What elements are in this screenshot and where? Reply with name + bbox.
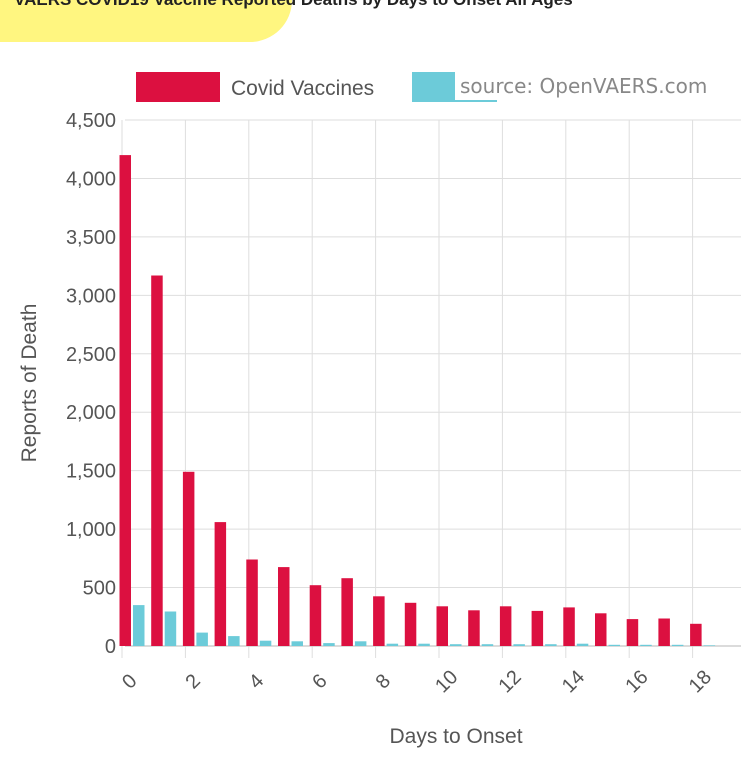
bar-covid-vaccines[interactable]: [278, 567, 290, 646]
bar-source[interactable]: [386, 643, 399, 646]
bar-covid-vaccines[interactable]: [246, 559, 258, 647]
y-tick-label: 1,500: [66, 461, 116, 483]
y-tick-label: 4,500: [66, 110, 116, 132]
bar-source[interactable]: [640, 644, 652, 646]
y-tick-labels: 0 500 1,000 1,500 2,000 2,500 3,000 3,500 4,000 4…: [66, 110, 116, 658]
y-tick-label: 2,500: [66, 344, 116, 366]
bar-source[interactable]: [513, 644, 525, 646]
bar-covid-vaccines[interactable]: [436, 606, 449, 646]
bar-covid-vaccines[interactable]: [373, 596, 385, 646]
bar-source[interactable]: [481, 644, 494, 646]
x-tick-label: 4: [245, 670, 268, 693]
bar-source[interactable]: [259, 640, 272, 646]
y-tick-label: 1,000: [66, 519, 116, 541]
bar-source[interactable]: [576, 643, 589, 646]
x-tick-label: 0: [118, 670, 141, 693]
x-tick-label: 8: [372, 670, 395, 693]
bar-covid-vaccines[interactable]: [214, 522, 227, 646]
bar-covid-vaccines[interactable]: [468, 610, 480, 646]
bar-covid-vaccines[interactable]: [151, 275, 163, 647]
legend-label-source: source: OpenVAERS.com: [460, 74, 707, 98]
bar-covid-vaccines[interactable]: [499, 606, 512, 646]
bar-source[interactable]: [291, 641, 304, 646]
bar-source[interactable]: [608, 644, 621, 646]
bar-covid-vaccines[interactable]: [182, 471, 195, 646]
legend-label-covid-vaccines: Covid Vaccines: [231, 77, 374, 100]
y-axis-title: Reports of Death: [18, 304, 41, 463]
legend-swatch-covid-vaccines[interactable]: [136, 72, 220, 102]
y-tick-label: 2,000: [66, 402, 116, 424]
x-tick-labels: 0 2 4 6 8 10 12 14 16 18: [118, 666, 716, 697]
x-tick-label: 2: [181, 670, 204, 693]
bar-source[interactable]: [450, 644, 462, 646]
y-tick-label: 3,500: [66, 227, 116, 249]
y-tick-label: 0: [105, 636, 116, 658]
bar-covid-vaccines[interactable]: [690, 623, 702, 646]
bar-covid-vaccines[interactable]: [595, 613, 607, 646]
x-tick-label: 18: [685, 666, 716, 697]
legend-swatch-source[interactable]: [412, 72, 455, 102]
bar-covid-vaccines[interactable]: [404, 602, 417, 646]
bars: [119, 155, 716, 647]
x-tick-label: 10: [431, 666, 462, 697]
bar-covid-vaccines[interactable]: [341, 578, 353, 646]
x-tick-label: 14: [558, 666, 589, 697]
bar-source[interactable]: [323, 643, 335, 646]
bar-covid-vaccines[interactable]: [119, 155, 132, 646]
x-tick-label: 12: [495, 666, 526, 697]
bar-covid-vaccines[interactable]: [563, 607, 575, 646]
bar-source[interactable]: [703, 645, 716, 646]
bar-covid-vaccines[interactable]: [531, 610, 544, 646]
x-tick-label: 16: [621, 666, 652, 697]
bar-source[interactable]: [164, 611, 177, 647]
bar-source[interactable]: [545, 644, 557, 646]
bar-source[interactable]: [228, 636, 240, 646]
title-highlight: [0, 0, 292, 42]
page-title: VAERS COVID19 Vaccine Reported Deaths by…: [14, 0, 741, 10]
bar-source[interactable]: [671, 644, 684, 646]
bar-covid-vaccines[interactable]: [626, 619, 639, 646]
bar-covid-vaccines[interactable]: [658, 618, 670, 647]
bar-source[interactable]: [133, 605, 145, 646]
bar-source[interactable]: [196, 632, 208, 646]
y-tick-label: 4,000: [66, 168, 116, 190]
bar-covid-vaccines[interactable]: [309, 585, 322, 646]
x-tick-label: 6: [308, 670, 331, 693]
bar-source[interactable]: [354, 641, 367, 646]
y-tick-label: 3,000: [66, 285, 116, 307]
y-tick-label: 500: [83, 578, 116, 600]
bar-source[interactable]: [418, 643, 430, 646]
x-axis-title: Days to Onset: [389, 725, 522, 748]
